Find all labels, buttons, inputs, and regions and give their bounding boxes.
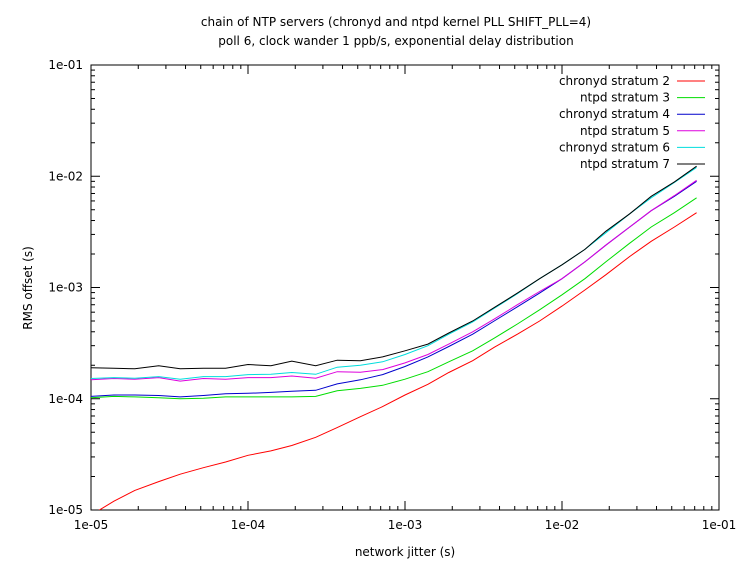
y-tick-label: 1e-03 [48,281,83,295]
series-line-ntpd-stratum-3 [91,197,697,400]
series-layer [91,165,697,510]
x-axis-label: network jitter (s) [355,545,455,559]
legend-label-chronyd-stratum-6: chronyd stratum 6 [559,140,670,154]
legend-label-ntpd-stratum-7: ntpd stratum 7 [580,157,670,171]
legend-label-ntpd-stratum-5: ntpd stratum 5 [580,124,670,138]
x-tick-label: 1e-01 [702,518,737,532]
y-axis-label: RMS offset (s) [21,246,35,330]
x-tick-label: 1e-05 [74,518,109,532]
y-tick-label: 1e-01 [48,58,83,72]
series-line-ntpd-stratum-7 [91,165,697,370]
y-tick-label: 1e-04 [48,392,83,406]
series-line-ntpd-stratum-5 [91,179,697,382]
y-tick-label: 1e-05 [48,503,83,517]
x-tick-label: 1e-04 [231,518,266,532]
chart-title: chain of NTP servers (chronyd and ntpd k… [201,15,591,29]
legend-label-chronyd-stratum-4: chronyd stratum 4 [559,107,670,121]
y-tick-label: 1e-02 [48,169,83,183]
x-tick-label: 1e-02 [545,518,580,532]
x-tick-label: 1e-03 [388,518,423,532]
legend-label-chronyd-stratum-2: chronyd stratum 2 [559,74,670,88]
legend-label-ntpd-stratum-3: ntpd stratum 3 [580,91,670,105]
series-line-chronyd-stratum-6 [91,166,697,380]
legend: chronyd stratum 2 ntpd stratum 3 chronyd s… [559,74,705,171]
series-line-chronyd-stratum-2 [98,212,697,510]
series-line-chronyd-stratum-4 [91,180,697,398]
chart-subtitle: poll 6, clock wander 1 ppb/s, exponentia… [218,34,573,48]
series-group [91,165,697,510]
